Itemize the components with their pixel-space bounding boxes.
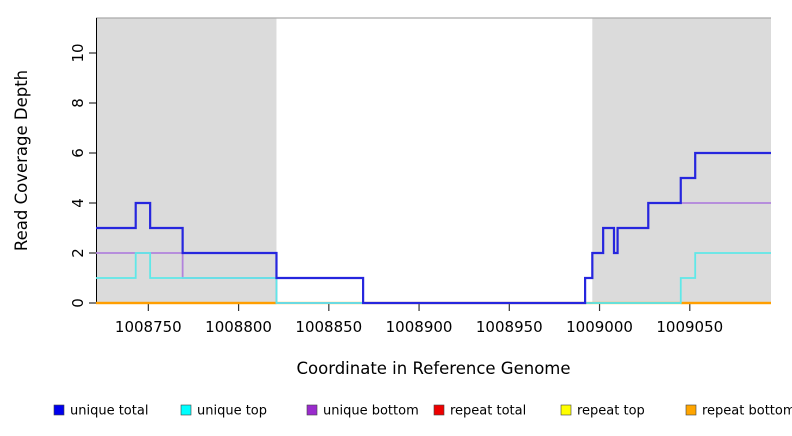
x-tick-label: 1008850 — [295, 318, 362, 336]
x-tick-label: 1008750 — [115, 318, 182, 336]
legend-item-unique-total: unique total — [53, 404, 148, 419]
chart-legend: unique total unique top unique bottom repea… — [53, 404, 792, 419]
x-tick-label: 1009050 — [656, 318, 723, 336]
x-tick-label: 1008950 — [476, 318, 543, 336]
legend-label: repeat bottom — [702, 404, 792, 419]
legend-item-repeat-bottom: repeat bottom — [685, 404, 792, 419]
x-tick-label: 1008900 — [386, 318, 453, 336]
chart-plot-area: 0 2 4 6 8 10 1008750 1008800 1008850 1008900 10089… — [69, 17, 771, 336]
legend-label: unique top — [197, 404, 267, 419]
legend-swatch — [53, 404, 65, 416]
x-axis-title: Coordinate in Reference Genome — [296, 359, 570, 378]
y-tick-label: 0 — [69, 298, 87, 308]
legend-label: repeat total — [450, 404, 526, 419]
y-tick-label: 6 — [69, 148, 87, 158]
repeat-region-left — [96, 18, 277, 303]
legend-swatch — [180, 404, 192, 416]
series-unique-total — [96, 151, 771, 305]
legend-label: unique bottom — [323, 404, 419, 419]
legend-swatch — [433, 404, 445, 416]
y-tick-label: 10 — [69, 43, 87, 62]
legend-item-unique-bottom: unique bottom — [306, 404, 419, 419]
y-tick-label: 4 — [69, 198, 87, 208]
legend-swatch — [306, 404, 318, 416]
legend-item-repeat-top: repeat top — [560, 404, 645, 419]
legend-item-unique-top: unique top — [180, 404, 267, 419]
legend-label: unique total — [70, 404, 148, 419]
x-tick-label: 1009000 — [566, 318, 633, 336]
legend-swatch — [685, 404, 697, 416]
legend-swatch — [560, 404, 572, 416]
series-unique-top — [96, 252, 771, 304]
repeat-region-right — [592, 18, 771, 303]
legend-item-repeat-total: repeat total — [433, 404, 526, 419]
y-tick-label: 2 — [69, 248, 87, 258]
y-axis-title: Read Coverage Depth — [12, 70, 31, 251]
y-tick-label: 8 — [69, 98, 87, 108]
legend-label: repeat top — [577, 404, 645, 419]
x-tick-label: 1008800 — [205, 318, 272, 336]
